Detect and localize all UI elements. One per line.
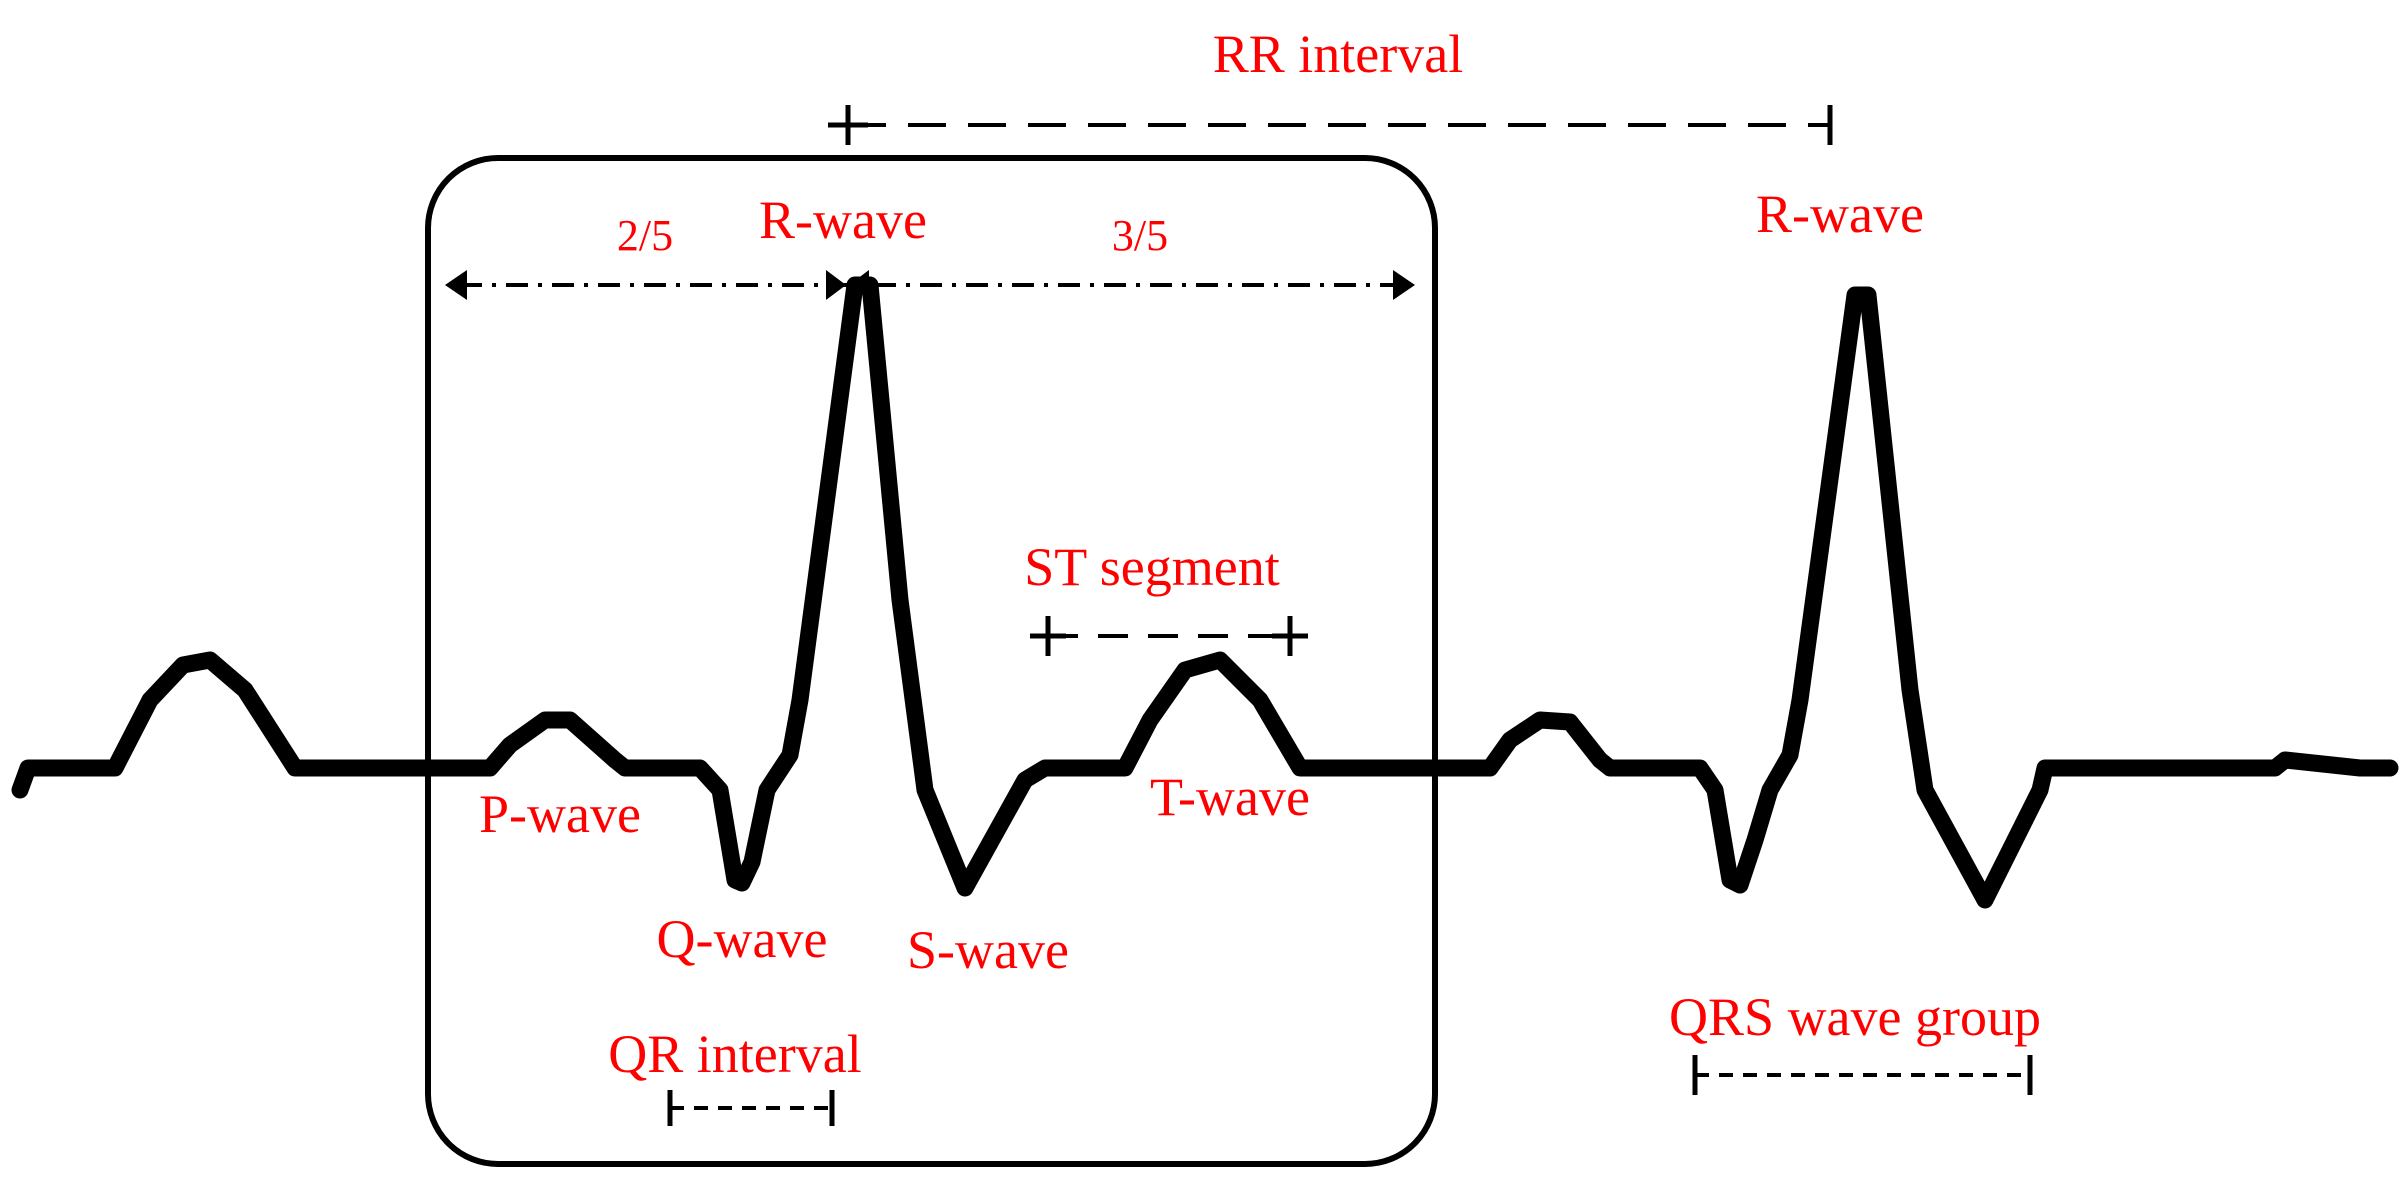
r-wave-label-right: R-wave [1756, 184, 1924, 244]
rr-split-arrows [445, 270, 1415, 300]
s-wave-label: S-wave [907, 920, 1069, 980]
st-segment-marker [1030, 616, 1308, 656]
fraction-3-5-label: 3/5 [1112, 211, 1168, 260]
fraction-2-5-label: 2/5 [617, 211, 673, 260]
st-segment-label: ST segment [1024, 537, 1280, 597]
rr-interval-label: RR interval [1213, 24, 1463, 84]
p-wave-label: P-wave [479, 784, 641, 844]
qr-interval-label: QR interval [608, 1024, 861, 1084]
qr-interval-marker [667, 1090, 835, 1126]
r-wave-label-left: R-wave [759, 190, 927, 250]
t-wave-label: T-wave [1150, 767, 1310, 827]
ecg-trace [11, 276, 2399, 909]
heartbeat-box [425, 155, 1438, 1167]
qrs-wave-group-label: QRS wave group [1669, 987, 2041, 1047]
rr-interval-marker [828, 105, 1833, 145]
qrs-group-marker [1692, 1055, 2033, 1095]
q-wave-label: Q-wave [657, 909, 828, 969]
